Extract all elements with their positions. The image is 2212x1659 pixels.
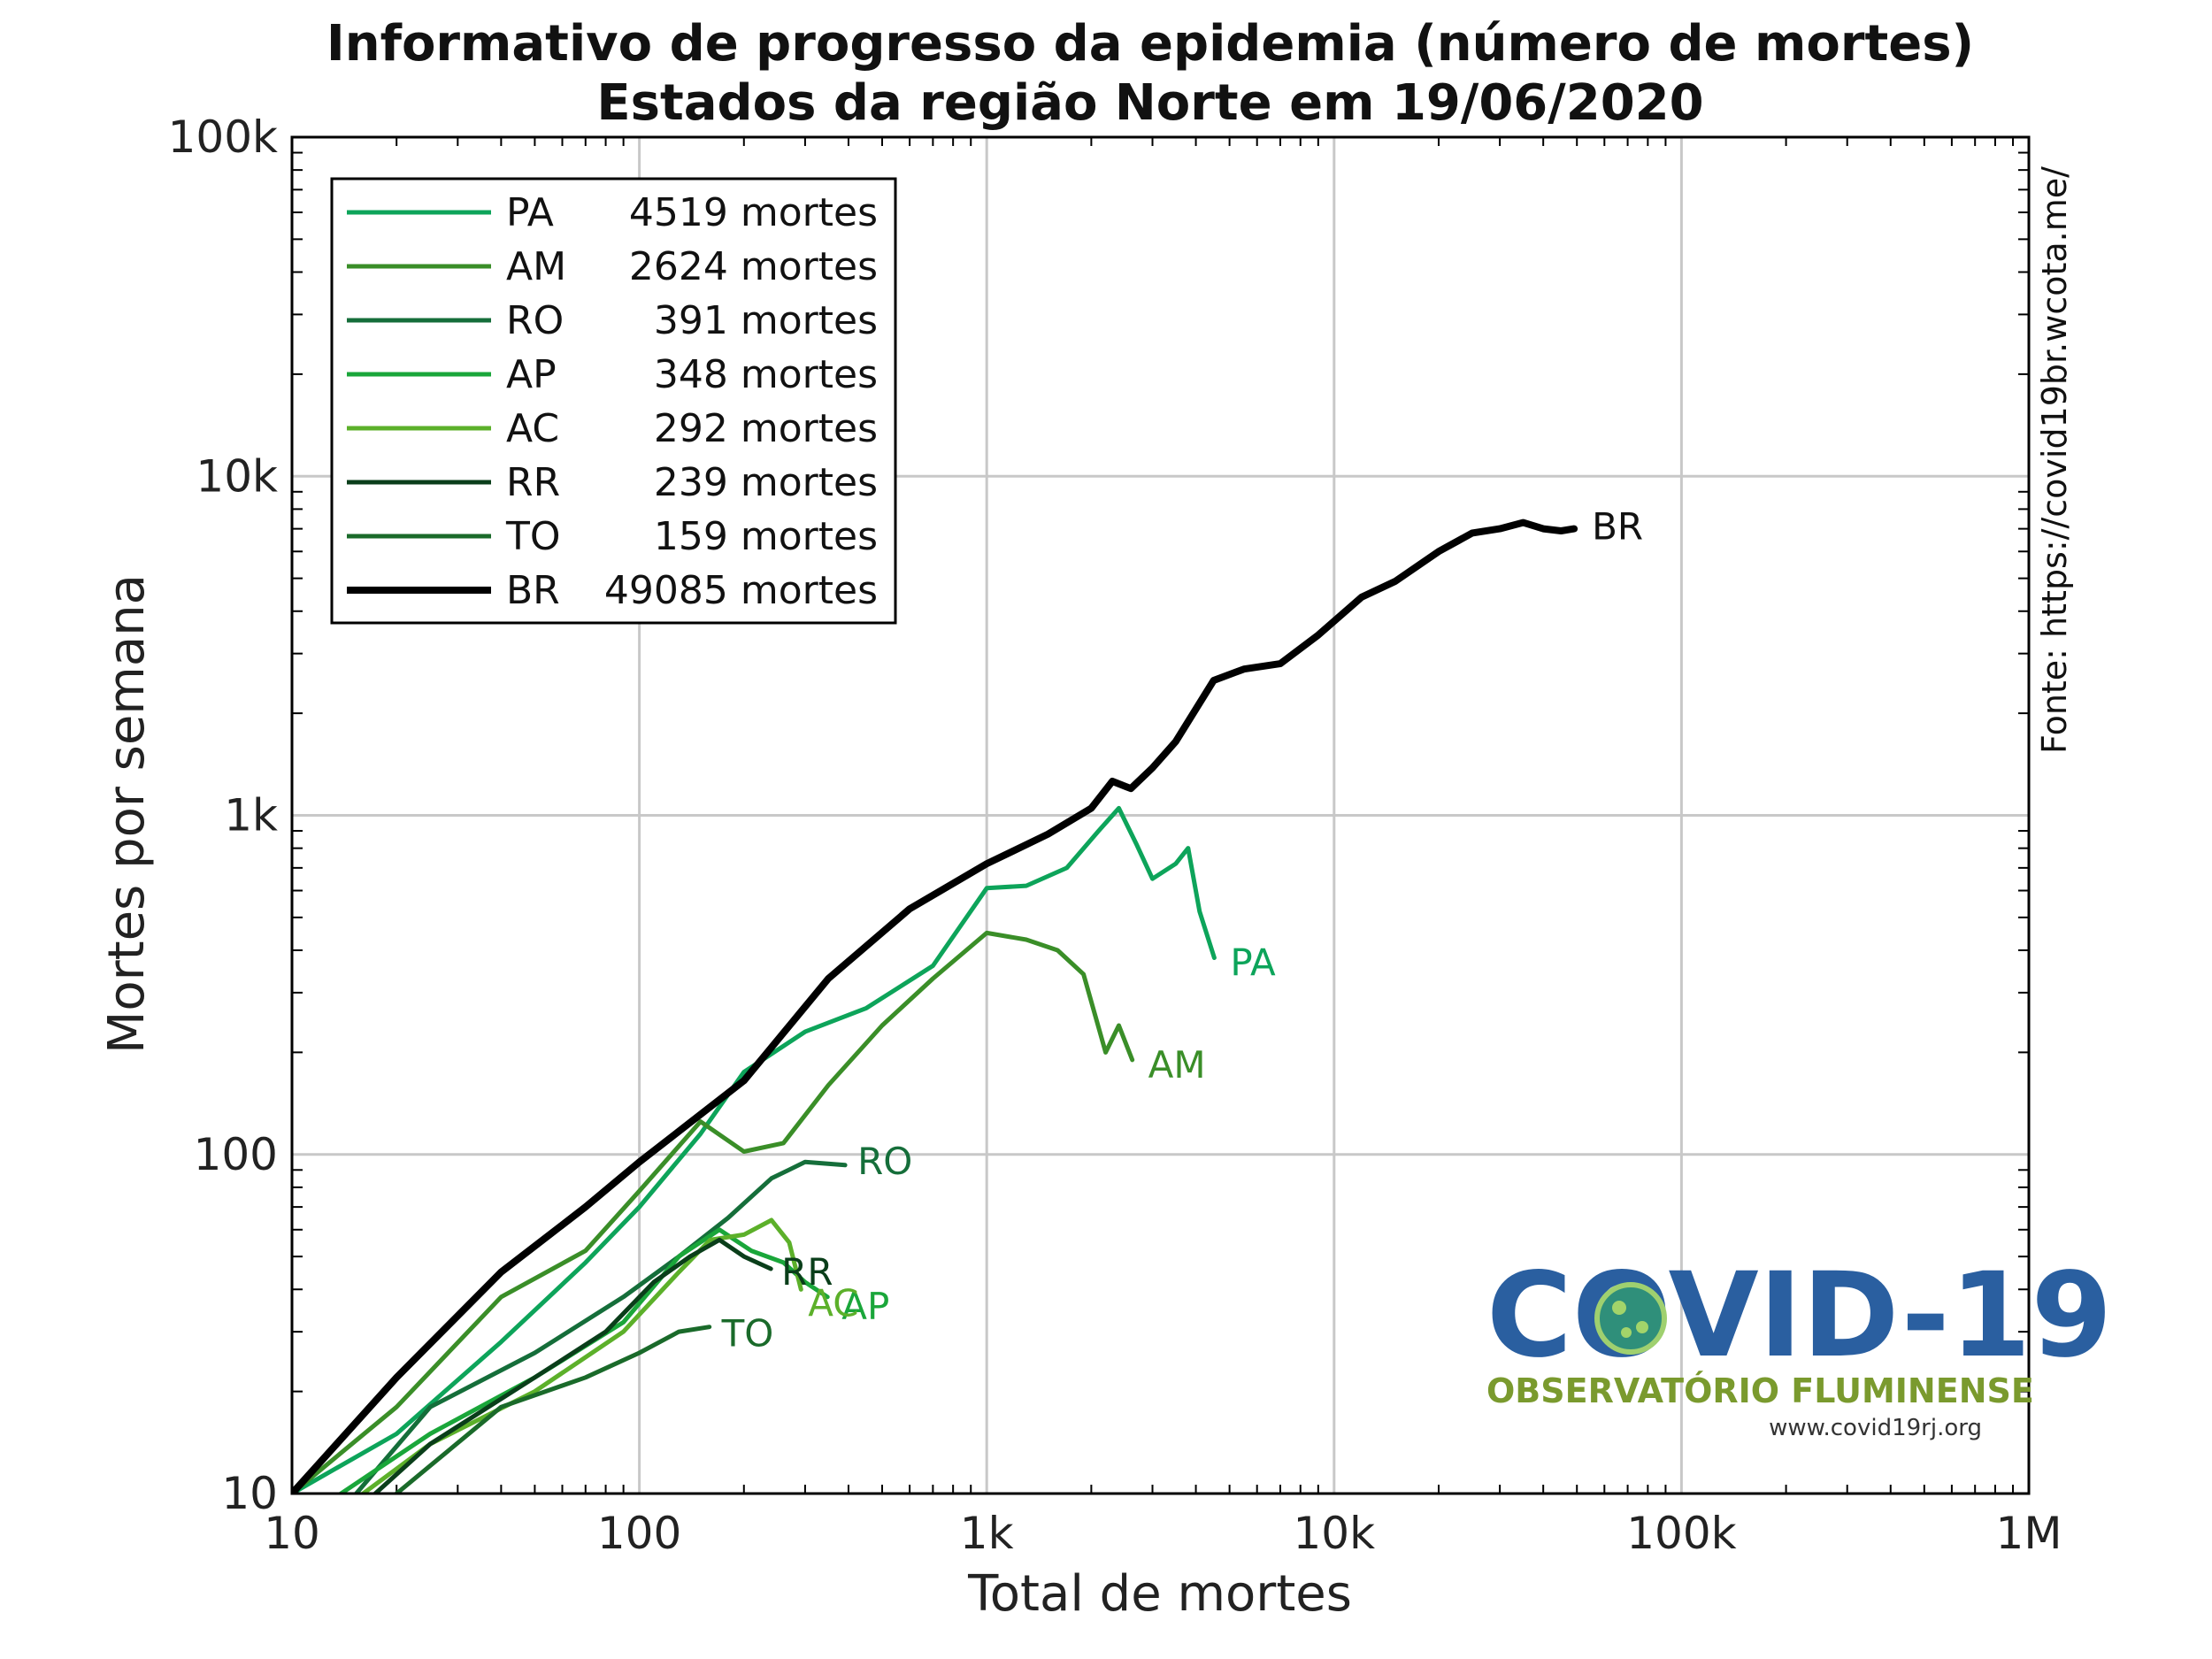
x-tick-label: 1M	[1996, 1508, 2062, 1559]
series-lines	[292, 518, 1578, 1494]
series-line-to	[393, 1325, 712, 1494]
series-line-am	[292, 930, 1135, 1494]
x-tick-label: 10k	[1294, 1508, 1376, 1559]
logo-url: www.covid19rj.org	[1769, 1415, 1982, 1441]
legend-total-rr: 239 mortes	[654, 460, 878, 505]
series-line-br	[292, 518, 1578, 1494]
y-tick-label: 100	[194, 1129, 278, 1180]
source-note: Fonte: https://covid19br.wcota.me/	[2035, 166, 2074, 754]
axis-ticks	[292, 137, 2029, 1494]
end-label-ro: RO	[857, 1140, 912, 1183]
legend: PA 4519 mortes AM 2624 mortes RO 391 mortes AP…	[330, 177, 897, 625]
x-tick-label: 10	[264, 1508, 320, 1559]
legend-total-ro: 391 mortes	[654, 298, 878, 343]
end-label-pa: PA	[1230, 941, 1276, 985]
end-label-rr: RR	[781, 1250, 833, 1294]
chart-subtitle: Estados da região Norte em 19/06/2020	[596, 74, 1703, 132]
legend-name-rr: RR	[506, 460, 560, 505]
series-line-ap	[336, 1227, 830, 1494]
y-axis-label: Mortes por semana	[98, 574, 156, 1054]
end-label-to: TO	[721, 1312, 774, 1356]
legend-box	[330, 177, 897, 625]
legend-total-br: 49085 mortes	[604, 568, 878, 613]
series-line-pa	[292, 805, 1217, 1494]
end-label-ap: AP	[841, 1285, 889, 1328]
legend-name-pa: PA	[506, 190, 554, 235]
x-tick-label: 1k	[960, 1508, 1014, 1559]
covid19-logo: COVID-19 OBSERVATÓRIO FLUMINENSE www.cov…	[1486, 1248, 2112, 1441]
y-tick-label: 100k	[168, 111, 278, 163]
legend-total-to: 159 mortes	[654, 514, 878, 559]
chart-title: Informativo de progresso da epidemia (nú…	[326, 15, 1974, 73]
series-line-rr	[372, 1237, 773, 1494]
logo-title: COVID-19	[1486, 1248, 2112, 1384]
legend-name-ap: AP	[506, 352, 557, 397]
x-axis-label: Total de mortes	[967, 1565, 1352, 1623]
plot-frame	[290, 135, 2031, 1495]
x-tick-label: 100k	[1626, 1508, 1736, 1559]
legend-name-am: AM	[506, 244, 566, 289]
y-tick-label: 10	[221, 1468, 278, 1519]
end-label-am: AM	[1148, 1043, 1206, 1087]
legend-name-br: BR	[506, 568, 560, 613]
legend-total-am: 2624 mortes	[629, 244, 878, 289]
end-label-ac: AC	[808, 1281, 858, 1325]
tick-labels: 10 100 1k 10k 100k 1M 10 100 1k 10k 100k	[168, 111, 2062, 1559]
virus-icon	[1594, 1282, 1667, 1355]
legend-total-ap: 348 mortes	[654, 352, 878, 397]
legend-name-to: TO	[505, 514, 561, 559]
logo-subtitle: OBSERVATÓRIO FLUMINENSE	[1486, 1371, 2034, 1410]
x-tick-label: 100	[597, 1508, 681, 1559]
legend-total-ac: 292 mortes	[654, 406, 878, 451]
y-tick-label: 1k	[224, 790, 278, 841]
end-label-br: BR	[1592, 505, 1643, 549]
legend-name-ro: RO	[506, 298, 564, 343]
legend-total-pa: 4519 mortes	[629, 190, 878, 235]
series-line-ac	[359, 1217, 803, 1494]
y-tick-label: 10k	[196, 450, 278, 502]
legend-name-ac: AC	[506, 406, 559, 451]
